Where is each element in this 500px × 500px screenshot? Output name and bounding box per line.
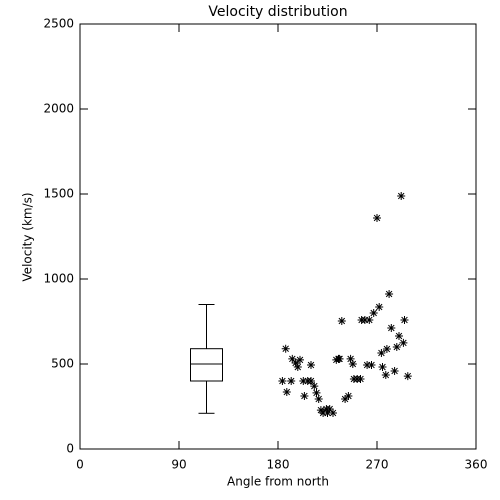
- scatter-point: [360, 315, 369, 324]
- scatter-point: [288, 354, 297, 363]
- scatter-point: [329, 408, 337, 417]
- x-tick-label: 360: [465, 458, 488, 472]
- scatter-point: [282, 388, 291, 397]
- scatter-point: [377, 348, 386, 357]
- x-tick-label: 180: [267, 458, 290, 472]
- scatter-point: [293, 363, 302, 372]
- x-axis-label: Angle from north: [227, 475, 329, 489]
- scatter-point: [307, 361, 315, 370]
- scatter-point: [403, 372, 412, 381]
- scatter-point: [287, 377, 296, 385]
- scatter-point: [325, 405, 334, 414]
- scatter-point: [387, 323, 396, 332]
- scatter-point: [373, 213, 381, 222]
- y-tick-label: 2500: [43, 17, 74, 31]
- scatter-point: [323, 408, 332, 417]
- scatter-point: [382, 345, 391, 354]
- x-tick-label: 90: [171, 458, 186, 472]
- scatter-point: [314, 395, 323, 404]
- scatter-point: [399, 338, 408, 347]
- scatter-point: [363, 361, 372, 370]
- scatter-point: [395, 331, 403, 340]
- scatter-point: [346, 354, 355, 363]
- scatter-point: [296, 355, 304, 364]
- scatter-point: [337, 316, 346, 325]
- scatter-point: [392, 343, 401, 351]
- scatter-point: [319, 408, 328, 417]
- scatter-point: [348, 360, 357, 368]
- y-tick-label: 1500: [43, 187, 74, 201]
- x-tick-label: 0: [76, 458, 84, 472]
- scatter-point: [344, 391, 353, 400]
- scatter-point: [385, 289, 394, 298]
- y-axis-label: Velocity (km/s): [21, 192, 35, 281]
- chart-title: Velocity distribution: [208, 4, 347, 20]
- scatter-point: [365, 315, 374, 324]
- y-tick-label: 1000: [43, 272, 74, 286]
- scatter-point: [397, 192, 406, 201]
- scatter-point: [400, 315, 409, 324]
- scatter-point: [310, 382, 319, 391]
- y-tick-label: 500: [51, 357, 74, 371]
- scatter-point: [307, 377, 315, 385]
- scatter-point: [341, 395, 350, 404]
- scatter-point: [356, 374, 365, 383]
- scatter-point: [378, 363, 387, 372]
- scatter-point: [369, 309, 378, 317]
- y-tick-label: 0: [66, 442, 74, 456]
- box: [190, 348, 223, 382]
- scatter-point: [375, 303, 384, 312]
- scatter-point: [390, 366, 399, 375]
- plot-frame: [79, 23, 477, 450]
- scatter-point: [312, 388, 321, 397]
- x-tick-label: 270: [366, 458, 389, 472]
- scatter-point: [291, 358, 300, 367]
- scatter-point: [335, 354, 344, 363]
- scatter-point: [299, 377, 308, 385]
- scatter-point: [367, 361, 376, 370]
- scatter-point: [381, 371, 390, 380]
- y-tick-label: 2000: [43, 102, 74, 116]
- scatter-point: [278, 377, 287, 385]
- scatter-point: [281, 344, 290, 353]
- scatter-point: [332, 355, 341, 364]
- scatter-point: [300, 391, 309, 400]
